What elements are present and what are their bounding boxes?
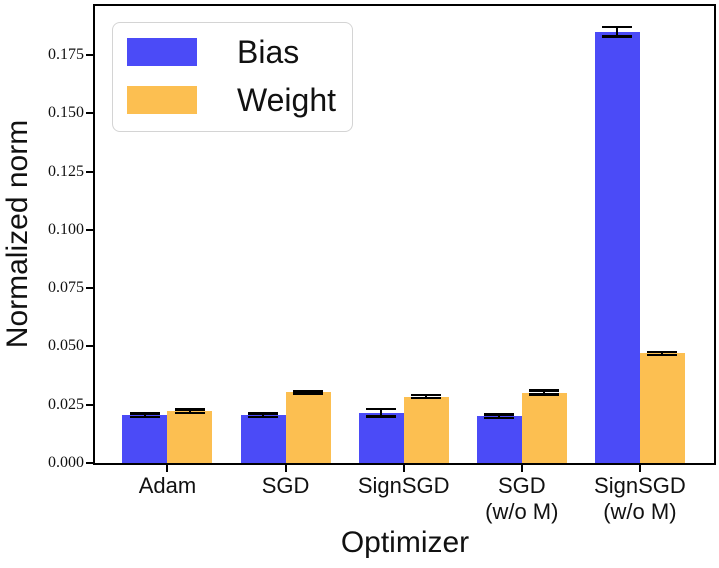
error-bar-cap [484, 413, 515, 416]
error-bar [380, 409, 383, 417]
bar-weight-adam [167, 411, 213, 463]
error-bar-cap [411, 393, 442, 397]
error-bar-cap [174, 408, 205, 411]
legend-item-weight: Weight [127, 83, 336, 117]
error-bar [262, 413, 265, 418]
error-bar [425, 395, 428, 398]
error-bar-cap [129, 412, 160, 415]
error-bar-cap [174, 411, 205, 415]
x-tick-mark [402, 465, 405, 472]
x-tick-label: SignSGD (w/o M) [594, 473, 686, 524]
error-bar-cap [411, 396, 442, 400]
y-tick-label: 0.150 [48, 104, 84, 122]
y-tick-mark [86, 112, 93, 115]
weight-series-swatch [127, 86, 197, 114]
x-tick-label: Adam [138, 473, 197, 498]
error-bar-cap [529, 393, 560, 396]
error-bar [616, 26, 619, 37]
error-bar-cap [129, 415, 160, 419]
y-tick-mark [86, 53, 93, 56]
error-bar-cap [484, 416, 515, 420]
bar-bias-signsgd [358, 412, 404, 463]
error-bar-cap [647, 353, 678, 357]
bar-bias-sgd [240, 415, 286, 463]
y-tick-mark [86, 345, 93, 348]
legend-item-bias: Bias [127, 35, 336, 69]
y-tick-label: 0.025 [48, 395, 84, 413]
error-bar [143, 413, 146, 418]
y-tick-mark [86, 170, 93, 173]
y-tick-mark [86, 462, 93, 464]
error-bar-cap [529, 389, 560, 392]
error-bar-cap [602, 35, 633, 38]
x-tick-mark [520, 465, 523, 472]
bias-series-swatch [127, 38, 197, 66]
y-tick-label: 0.075 [48, 279, 84, 297]
bar-weight-signsgd [403, 396, 449, 463]
y-tick-mark [86, 287, 93, 290]
y-tick-mark [86, 228, 93, 231]
x-tick-mark [284, 465, 287, 472]
y-tick-label: 0.125 [48, 162, 84, 180]
error-bar-cap [366, 407, 397, 411]
error-bar-cap [248, 412, 279, 415]
bar-bias-sgd-w-o-m [476, 416, 522, 463]
error-bar-cap [293, 392, 324, 395]
legend: Bias Weight [112, 22, 354, 132]
bar-bias-signsgd-w-o-m [594, 31, 640, 463]
error-bar-cap [293, 389, 324, 393]
error-bar-cap [248, 415, 279, 419]
error-bar [543, 390, 546, 395]
legend-label-bias: Bias [237, 34, 300, 70]
bar-bias-adam [122, 415, 168, 463]
x-tick-label: SGD (w/o M) [485, 473, 559, 524]
legend-label-weight: Weight [237, 82, 337, 118]
x-tick-label: SGD [261, 473, 310, 498]
error-bar-cap [602, 25, 633, 29]
y-tick-label: 0.000 [48, 454, 84, 471]
error-bar [661, 352, 664, 355]
y-tick-label: 0.100 [48, 220, 84, 238]
x-tick-mark [638, 465, 641, 472]
error-bar [188, 409, 191, 414]
bar-weight-sgd [285, 392, 331, 463]
x-tick-label: SignSGD [357, 473, 450, 498]
x-axis-label: Optimizer [340, 526, 470, 559]
bar-weight-sgd-w-o-m [521, 392, 567, 463]
error-bar-cap [647, 350, 678, 354]
error-bar [498, 414, 501, 419]
plot-area: Bias Weight [93, 4, 716, 465]
x-tick-mark [166, 465, 169, 472]
y-tick-label: 0.175 [48, 45, 84, 63]
y-tick-label: 0.050 [48, 337, 84, 355]
y-tick-mark [86, 403, 93, 406]
error-bar-cap [366, 415, 397, 418]
bar-weight-signsgd-w-o-m [639, 353, 685, 463]
